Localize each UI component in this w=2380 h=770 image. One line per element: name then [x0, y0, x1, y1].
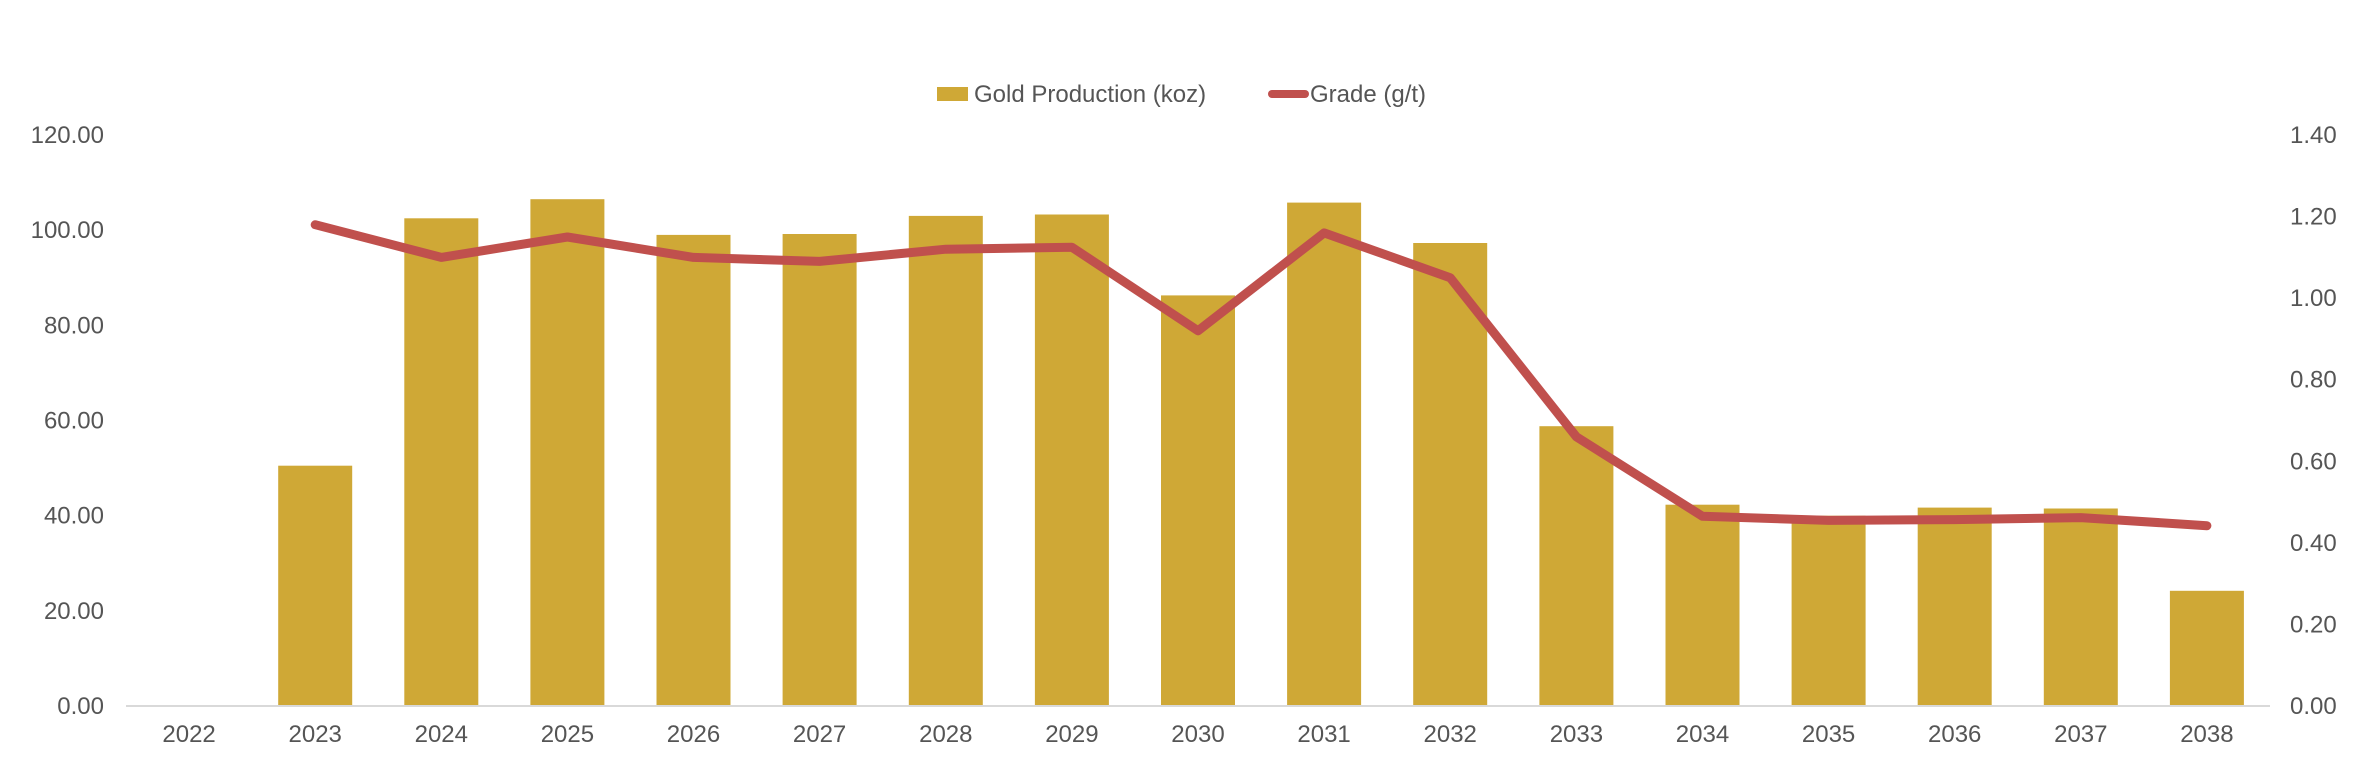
grade-point-2026: [693, 256, 694, 258]
grade-point-2027: [819, 260, 821, 262]
x-tick-label: 2031: [1297, 721, 1350, 748]
y-right-tick-label: 0.60: [2290, 448, 2337, 475]
x-tick-label: 2026: [667, 721, 720, 748]
x-tick-label: 2024: [415, 721, 468, 748]
bar-2023: [278, 465, 353, 706]
y-left-tick-label: 80.00: [44, 312, 104, 339]
bar-2027: [782, 234, 857, 706]
bar-2033: [1539, 426, 1614, 706]
bar-2037: [2043, 508, 2118, 706]
bar-2028: [908, 215, 983, 706]
y-left-tick-label: 20.00: [44, 598, 104, 625]
grade-point-2023: [314, 224, 316, 226]
y-right-tick-label: 0.20: [2290, 611, 2337, 638]
x-tick-label: 2023: [289, 721, 342, 748]
line-series: [310, 220, 2212, 531]
grade-point-2032: [1449, 277, 1451, 279]
grade-point-2033: [1575, 436, 1577, 438]
bar-2038: [2169, 590, 2244, 706]
legend-swatch-gold-production: [937, 87, 968, 101]
grade-point-2024: [440, 256, 442, 258]
y-left-tick-label: 120.00: [31, 122, 104, 149]
x-tick-label: 2030: [1171, 721, 1224, 748]
x-tick-label: 2029: [1045, 721, 1098, 748]
x-tick-label: 2028: [919, 721, 972, 748]
grade-point-2029: [1071, 246, 1073, 248]
y-left-tick-label: 100.00: [31, 217, 104, 244]
grade-point-2035: [1828, 519, 1830, 521]
x-tick-label: 2033: [1550, 721, 1603, 748]
grade-point-2037: [2080, 517, 2082, 519]
y-right-tick-label: 1.20: [2290, 204, 2337, 231]
x-tick-label: 2032: [1424, 721, 1477, 748]
bar-2025: [530, 199, 605, 706]
grade-point-2038: [2206, 525, 2208, 527]
x-tick-label: 2034: [1676, 721, 1729, 748]
x-tick-label: 2038: [2180, 721, 2233, 748]
y-right-tick-label: 0.80: [2290, 367, 2337, 394]
bar-2036: [1917, 507, 1992, 706]
grade-point-2025: [566, 236, 568, 238]
x-tick-label: 2027: [793, 721, 846, 748]
x-tick-label: 2025: [541, 721, 594, 748]
bar-series: [278, 199, 2244, 707]
legend-label-grade: Grade (g/t): [1310, 81, 1426, 108]
bar-2035: [1791, 515, 1866, 706]
x-tick-label: 2037: [2054, 721, 2107, 748]
grade-point-2036: [1954, 519, 1956, 521]
grade-point-2031: [1323, 232, 1325, 234]
bar-2034: [1665, 504, 1740, 706]
x-tick-label: 2022: [162, 721, 215, 748]
y-axis-right: 0.00 0.20 0.40 0.60 0.80 1.00 1.20 1.40: [2290, 122, 2337, 720]
x-tick-label: 2035: [1802, 721, 1855, 748]
x-axis: 2022 2023 2024 2025 2026 2027 2028 2029 2030 2031…: [162, 721, 2233, 748]
bar-2029: [1034, 214, 1109, 706]
grade-line: [310, 220, 2212, 531]
legend: Gold Production (koz) Grade (g/t): [937, 81, 1426, 108]
grade-point-2034: [1702, 515, 1703, 517]
y-right-tick-label: 1.40: [2290, 122, 2337, 149]
y-left-tick-label: 0.00: [57, 693, 104, 720]
grade-point-2030: [1197, 330, 1199, 332]
grade-point-2028: [945, 248, 947, 250]
y-axis-left: 0.00 20.00 40.00 60.00 80.00 100.00 120.00: [31, 122, 104, 720]
y-left-tick-label: 60.00: [44, 408, 104, 435]
bar-2024: [404, 218, 479, 707]
y-right-tick-label: 0.40: [2290, 530, 2337, 557]
bar-2031: [1287, 202, 1362, 706]
bar-2030: [1161, 295, 1235, 706]
y-right-tick-label: 1.00: [2290, 285, 2337, 312]
bar-2026: [656, 234, 731, 706]
x-tick-label: 2036: [1928, 721, 1981, 748]
y-left-tick-label: 40.00: [44, 503, 104, 530]
legend-label-gold-production: Gold Production (koz): [974, 81, 1206, 108]
y-right-tick-label: 0.00: [2290, 693, 2337, 720]
bar-2032: [1413, 243, 1488, 706]
